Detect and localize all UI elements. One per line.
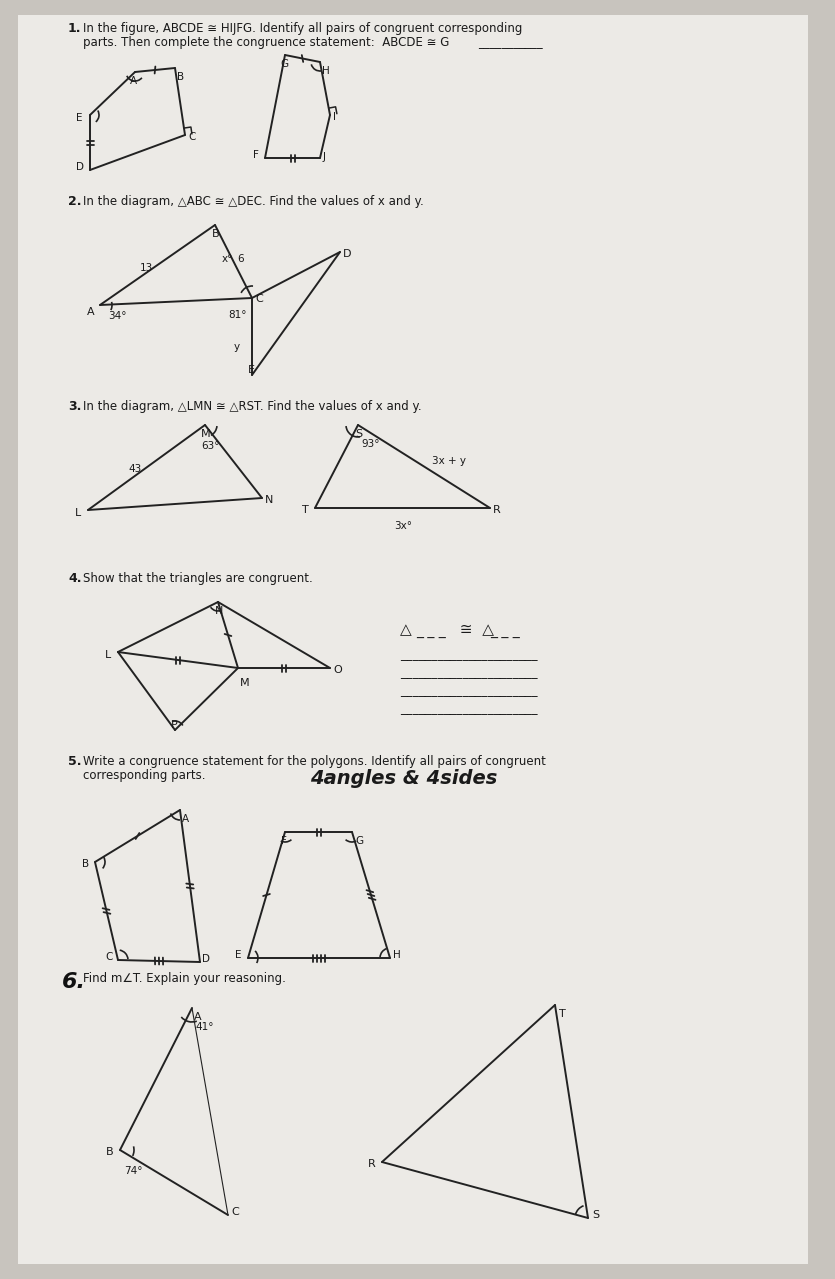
Text: G: G bbox=[355, 836, 363, 845]
Text: J: J bbox=[323, 152, 326, 162]
Text: corresponding parts.: corresponding parts. bbox=[83, 769, 205, 781]
Text: 5.: 5. bbox=[68, 755, 82, 767]
Text: L: L bbox=[105, 650, 111, 660]
Text: 1.: 1. bbox=[68, 22, 82, 35]
Text: A: A bbox=[182, 813, 189, 824]
Text: 6.: 6. bbox=[62, 972, 86, 993]
Text: ______________________: ______________________ bbox=[400, 684, 538, 697]
Text: 6: 6 bbox=[237, 253, 244, 263]
Text: C: C bbox=[105, 952, 113, 962]
Text: parts. Then complete the congruence statement:  ABCDE ≅ G: parts. Then complete the congruence stat… bbox=[83, 36, 449, 49]
Text: 13: 13 bbox=[139, 263, 153, 272]
Text: ≅  △: ≅ △ bbox=[450, 622, 494, 637]
Text: D: D bbox=[76, 162, 84, 171]
Text: 4angles & 4sides: 4angles & 4sides bbox=[310, 769, 498, 788]
Text: M: M bbox=[240, 678, 250, 688]
Text: 81°: 81° bbox=[228, 310, 246, 320]
Text: D: D bbox=[343, 249, 352, 260]
Text: F: F bbox=[281, 836, 287, 845]
Text: E: E bbox=[235, 950, 241, 961]
Text: H: H bbox=[322, 67, 330, 75]
Text: A: A bbox=[194, 1012, 201, 1022]
Text: E: E bbox=[248, 365, 255, 375]
Text: Write a congruence statement for the polygons. Identify all pairs of congruent: Write a congruence statement for the pol… bbox=[83, 755, 546, 767]
Text: H: H bbox=[393, 950, 401, 961]
Text: A: A bbox=[130, 75, 137, 86]
Text: Show that the triangles are congruent.: Show that the triangles are congruent. bbox=[83, 572, 313, 585]
Text: 2.: 2. bbox=[68, 194, 82, 208]
Text: M: M bbox=[201, 428, 210, 439]
Text: R: R bbox=[368, 1159, 376, 1169]
Text: _ _ _: _ _ _ bbox=[490, 624, 519, 638]
Text: 4.: 4. bbox=[68, 572, 82, 585]
Text: T: T bbox=[302, 505, 309, 515]
Text: N: N bbox=[215, 606, 224, 616]
Text: E: E bbox=[76, 113, 83, 123]
Text: 43: 43 bbox=[129, 464, 142, 475]
Text: B: B bbox=[177, 72, 185, 82]
Text: L: L bbox=[75, 508, 81, 518]
Text: C: C bbox=[255, 294, 263, 304]
Text: S: S bbox=[355, 428, 362, 439]
Text: In the diagram, △ABC ≅ △DEC. Find the values of x and y.: In the diagram, △ABC ≅ △DEC. Find the va… bbox=[83, 194, 423, 208]
Text: C: C bbox=[188, 132, 195, 142]
Text: x°: x° bbox=[221, 253, 233, 263]
Text: 3.: 3. bbox=[68, 400, 81, 413]
Text: I: I bbox=[333, 113, 336, 122]
Text: In the figure, ABCDE ≅ HIJFG. Identify all pairs of congruent corresponding: In the figure, ABCDE ≅ HIJFG. Identify a… bbox=[83, 22, 523, 35]
Text: G: G bbox=[280, 59, 288, 69]
Text: Find m∠T. Explain your reasoning.: Find m∠T. Explain your reasoning. bbox=[83, 972, 286, 985]
Text: R: R bbox=[493, 505, 501, 515]
Text: S: S bbox=[592, 1210, 600, 1220]
Text: N: N bbox=[265, 495, 273, 505]
Text: ______________________: ______________________ bbox=[400, 648, 538, 661]
Text: In the diagram, △LMN ≅ △RST. Find the values of x and y.: In the diagram, △LMN ≅ △RST. Find the va… bbox=[83, 400, 422, 413]
FancyBboxPatch shape bbox=[18, 15, 808, 1264]
Text: 3x + y: 3x + y bbox=[432, 457, 466, 467]
Text: ______________________: ______________________ bbox=[400, 666, 538, 679]
Text: 63°: 63° bbox=[201, 441, 220, 451]
Text: △: △ bbox=[400, 622, 412, 637]
Text: T: T bbox=[559, 1009, 566, 1019]
Text: B: B bbox=[212, 229, 220, 239]
Text: ______________________: ______________________ bbox=[400, 702, 538, 715]
Text: ___________: ___________ bbox=[478, 36, 543, 49]
Text: 93°: 93° bbox=[361, 439, 379, 449]
Text: C: C bbox=[231, 1207, 239, 1218]
Text: O: O bbox=[333, 665, 342, 675]
Text: P: P bbox=[171, 720, 178, 730]
Text: 3x°: 3x° bbox=[394, 521, 412, 531]
Text: D: D bbox=[202, 954, 210, 964]
Text: B: B bbox=[106, 1147, 114, 1157]
Text: A: A bbox=[87, 307, 94, 317]
Text: 74°: 74° bbox=[124, 1166, 143, 1175]
Text: 34°: 34° bbox=[108, 311, 126, 321]
Text: 41°: 41° bbox=[195, 1022, 214, 1032]
Text: _ _ _: _ _ _ bbox=[416, 624, 446, 638]
Text: B: B bbox=[82, 859, 89, 868]
Text: F: F bbox=[253, 150, 259, 160]
Text: y: y bbox=[234, 341, 240, 352]
